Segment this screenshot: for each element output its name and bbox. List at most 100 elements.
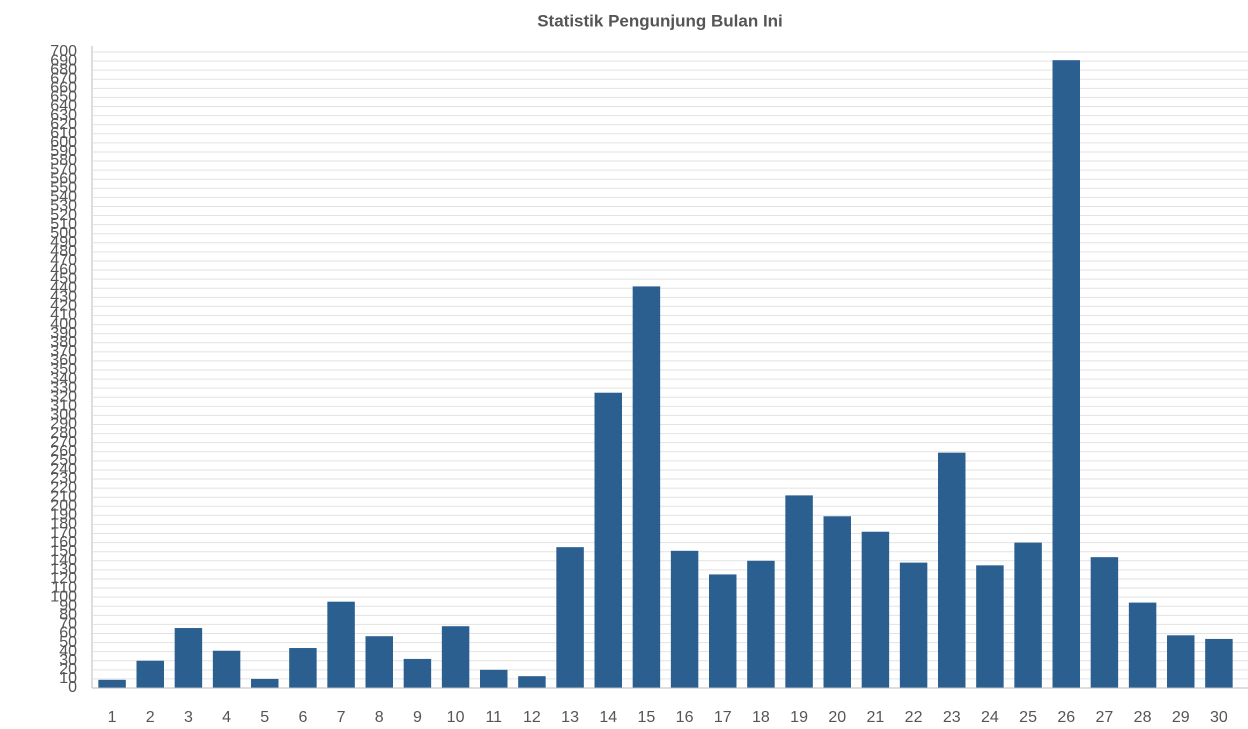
x-tick-label: 29: [1172, 709, 1190, 726]
y-tick-label: 60: [59, 625, 77, 642]
bar: [1205, 638, 1233, 688]
y-tick-label: 480: [50, 243, 77, 260]
y-tick-label: 330: [50, 379, 77, 396]
x-tick-label: 15: [638, 709, 656, 726]
chart-title: Statistik Pengunjung Bulan Ini: [537, 11, 783, 30]
y-tick-label: 470: [50, 252, 77, 269]
bar: [212, 650, 241, 688]
y-tick-label: 50: [59, 634, 77, 651]
bar: [251, 678, 279, 688]
bar: [976, 565, 1004, 688]
y-tick-label: 340: [50, 370, 77, 387]
y-tick-label: 260: [50, 443, 77, 460]
y-tick-label: 450: [50, 270, 77, 287]
x-tick-label: 8: [375, 709, 384, 726]
bar: [441, 626, 470, 688]
bar: [1014, 542, 1042, 688]
bar: [518, 676, 546, 688]
y-tick-label: 130: [50, 561, 77, 578]
y-tick-label: 160: [50, 534, 77, 551]
y-tick-label: 350: [50, 361, 77, 378]
y-tick-label: 530: [50, 198, 77, 215]
x-tick-label: 22: [905, 709, 923, 726]
y-tick-label: 90: [59, 597, 77, 614]
y-tick-label: 20: [59, 661, 77, 678]
bar: [1090, 557, 1119, 688]
bar: [327, 601, 355, 688]
y-tick-label: 660: [50, 80, 77, 97]
x-tick-label: 1: [108, 709, 117, 726]
y-tick-label: 440: [50, 279, 77, 296]
y-tick-label: 560: [50, 170, 77, 187]
y-tick-label: 380: [50, 334, 77, 351]
x-tick-label: 17: [714, 709, 732, 726]
x-tick-label: 19: [790, 709, 808, 726]
y-tick-label: 520: [50, 207, 77, 224]
y-tick-label: 580: [50, 152, 77, 169]
y-tick-label: 370: [50, 343, 77, 360]
x-tick-label: 16: [676, 709, 694, 726]
y-tick-label: 310: [50, 398, 77, 415]
y-tick-label: 640: [50, 98, 77, 115]
x-tick-label: 28: [1134, 709, 1152, 726]
x-tick-label: 5: [260, 709, 269, 726]
bar: [289, 648, 317, 688]
x-tick-label: 14: [599, 709, 617, 726]
bar: [823, 516, 851, 688]
x-tick-label: 24: [981, 709, 999, 726]
y-tick-label: 610: [50, 125, 77, 142]
x-tick-label: 21: [867, 709, 885, 726]
y-tick-label: 190: [50, 507, 77, 524]
y-tick-label: 210: [50, 488, 77, 505]
x-tick-label: 3: [184, 709, 193, 726]
bar: [938, 452, 966, 688]
y-tick-label: 170: [50, 525, 77, 542]
bar: [174, 628, 203, 688]
x-tick-label: 23: [943, 709, 961, 726]
y-tick-label: 110: [51, 579, 77, 596]
y-tick-label: 150: [50, 543, 77, 560]
y-tick-label: 30: [59, 652, 77, 669]
bar: [594, 392, 622, 688]
y-tick-label: 80: [59, 607, 77, 624]
bar: [136, 660, 164, 688]
y-tick-label: 540: [50, 189, 77, 206]
bar: [1052, 60, 1080, 689]
bar: [899, 562, 928, 688]
bar: [1128, 602, 1157, 688]
y-tick-label: 230: [50, 470, 77, 487]
y-tick-label: 680: [50, 61, 77, 78]
y-tick-label: 140: [50, 552, 77, 569]
bar: [1167, 635, 1195, 688]
bar: [480, 669, 508, 688]
x-tick-label: 27: [1096, 709, 1114, 726]
y-tick-label: 360: [50, 352, 77, 369]
x-tick-label: 6: [298, 709, 307, 726]
y-tick-label: 300: [50, 407, 77, 424]
x-tick-label: 7: [337, 709, 346, 726]
x-tick-label: 13: [561, 709, 579, 726]
x-tick-label: 10: [447, 709, 465, 726]
y-tick-label: 390: [50, 325, 77, 342]
y-tick-label: 670: [50, 70, 77, 87]
y-tick-label: 690: [50, 52, 77, 69]
y-tick-label: 630: [50, 107, 77, 124]
y-tick-label: 220: [50, 479, 77, 496]
bar: [785, 495, 813, 688]
y-tick-label: 10: [59, 670, 77, 687]
bar: [556, 547, 584, 688]
y-tick-label: 70: [59, 616, 77, 633]
bar: [98, 679, 126, 688]
bar: [709, 574, 737, 688]
x-tick-label: 26: [1057, 709, 1075, 726]
y-tick-label: 420: [50, 298, 77, 315]
y-tick-label: 200: [50, 498, 77, 515]
y-tick-label: 550: [50, 180, 77, 197]
x-tick-label: 20: [828, 709, 846, 726]
y-tick-label: 490: [50, 234, 77, 251]
x-tick-label: 18: [752, 709, 770, 726]
bar: [670, 550, 699, 688]
x-tick-label: 12: [523, 709, 541, 726]
